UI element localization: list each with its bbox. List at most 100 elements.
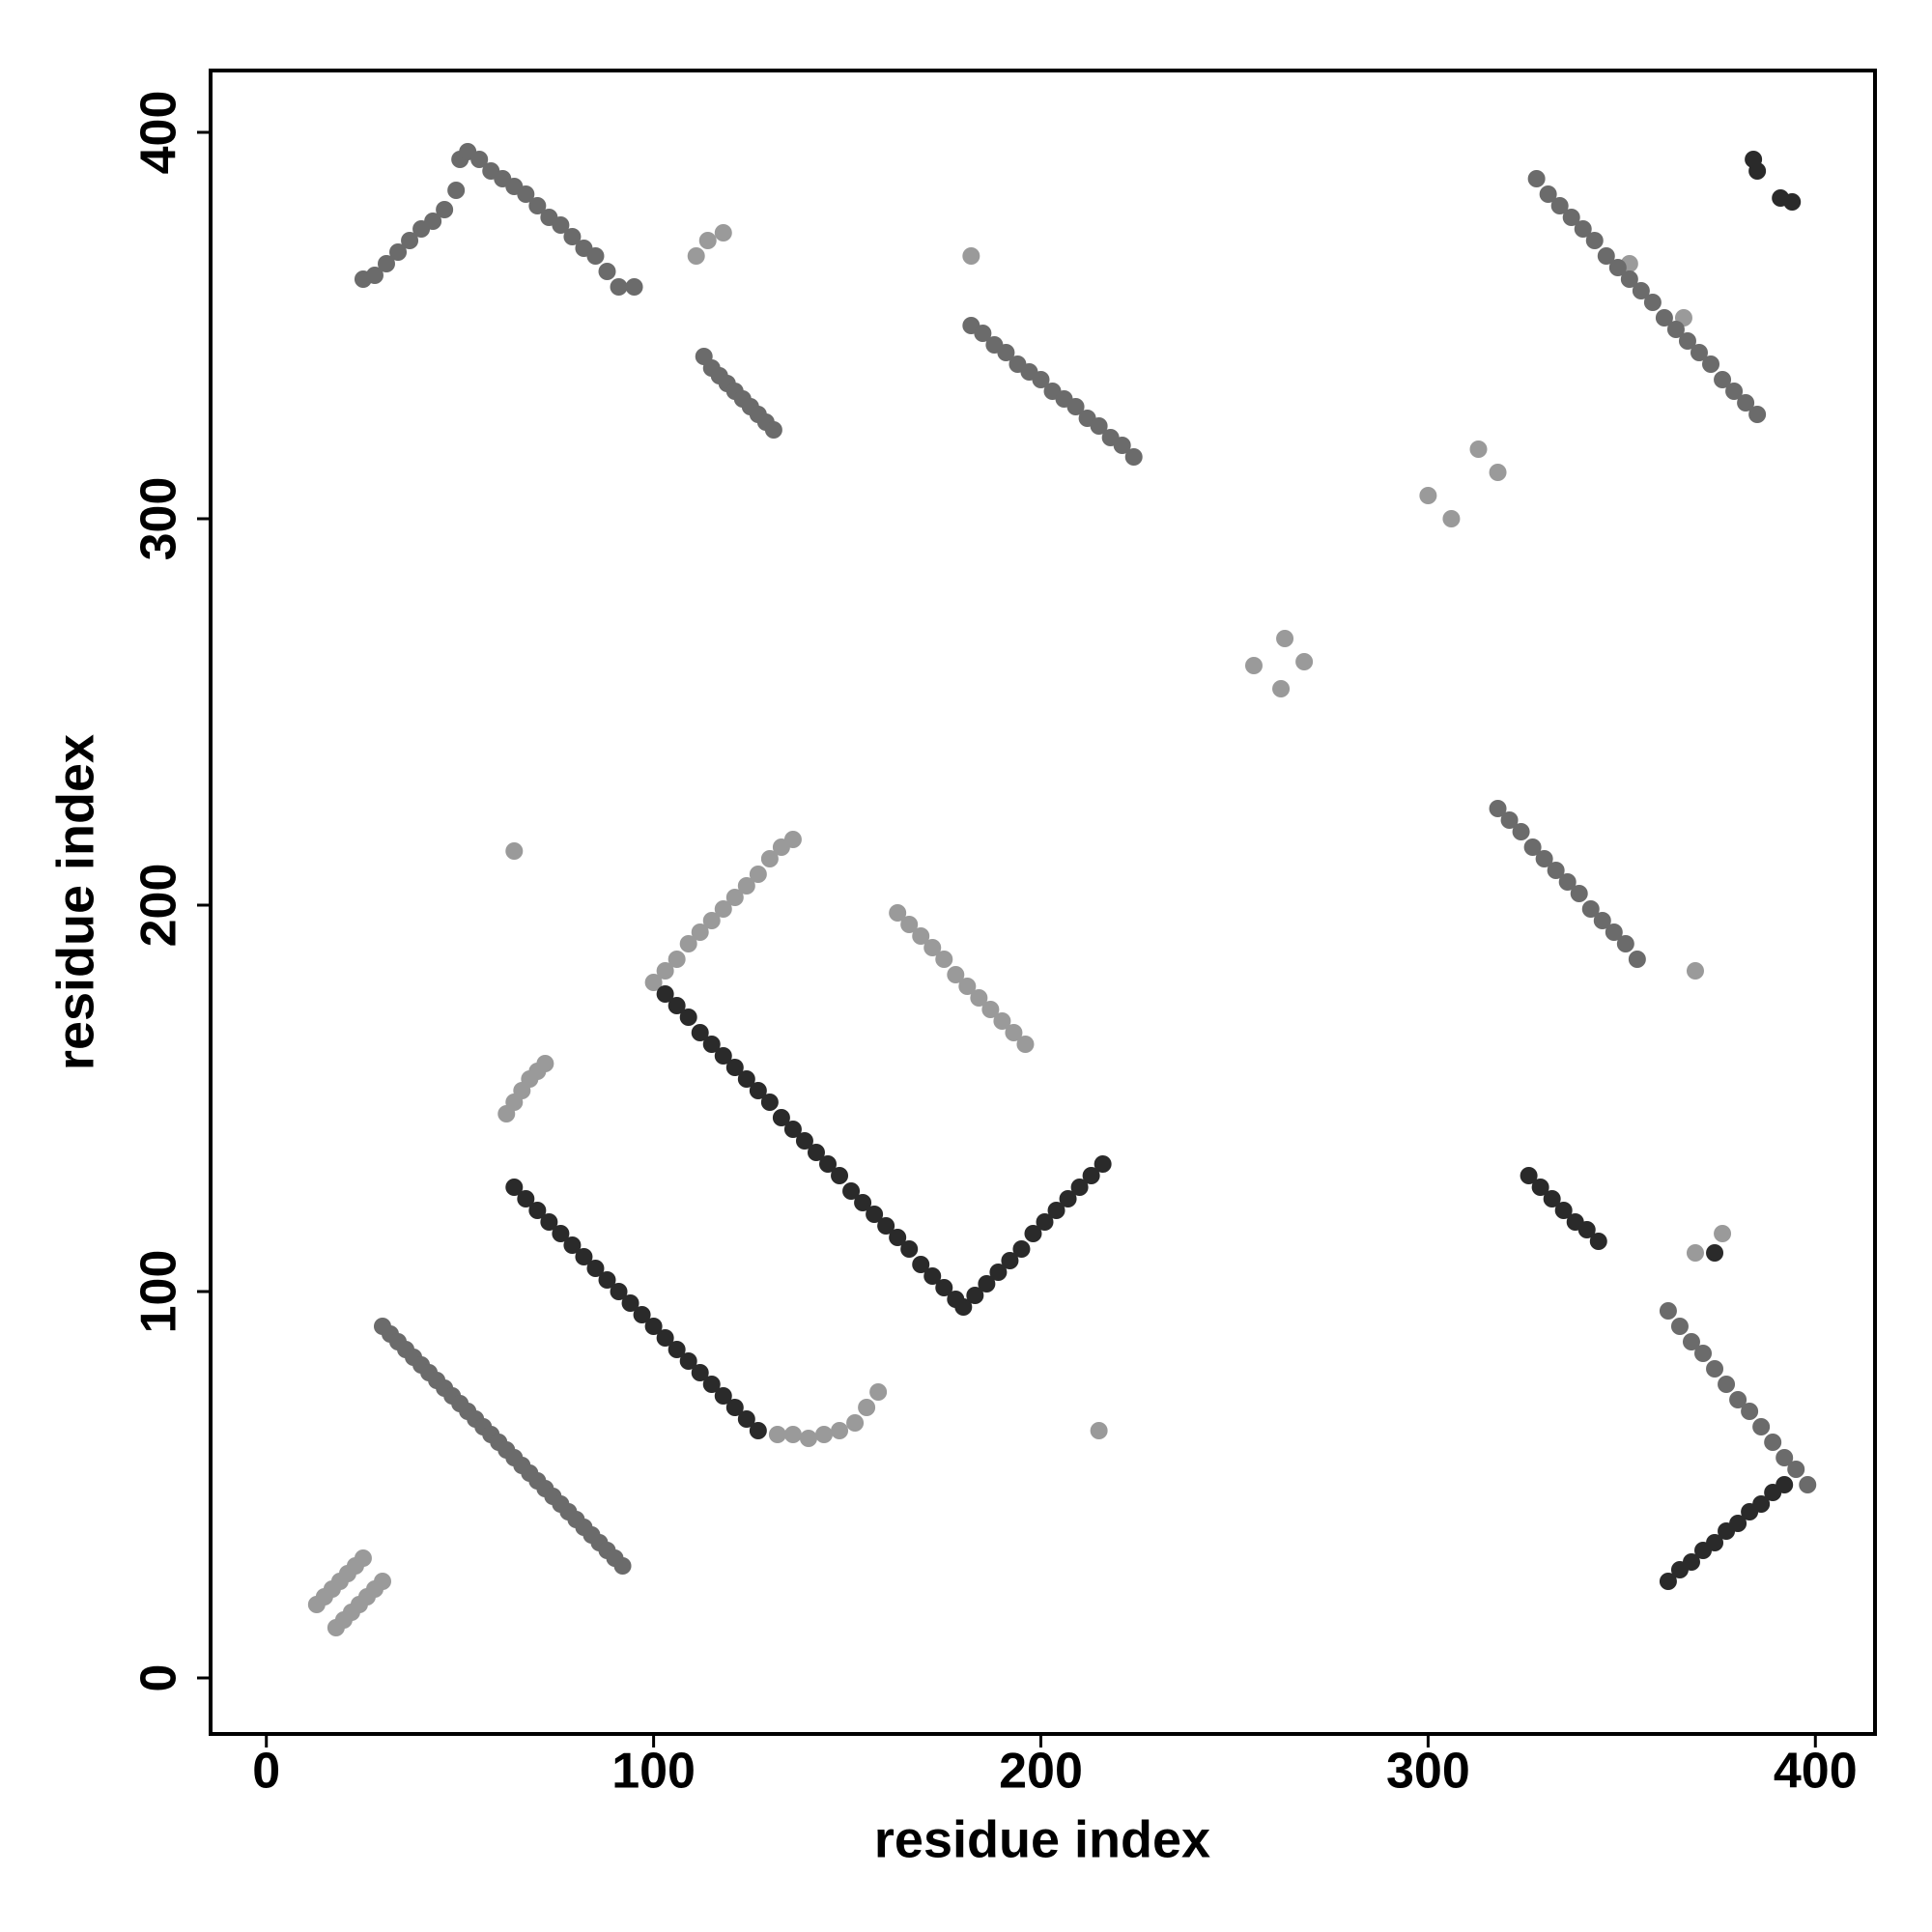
- point: [760, 1094, 779, 1111]
- point: [1032, 371, 1050, 388]
- point: [725, 889, 744, 906]
- point: [900, 1240, 919, 1258]
- point: [1690, 344, 1708, 361]
- point: [656, 962, 674, 980]
- point: [935, 1279, 953, 1296]
- point: [691, 923, 709, 941]
- point: [768, 1426, 786, 1443]
- point: [1550, 197, 1569, 214]
- point: [1531, 1179, 1549, 1196]
- point: [1113, 437, 1131, 454]
- point: [935, 951, 953, 968]
- point: [714, 1047, 732, 1065]
- point: [552, 216, 570, 234]
- point: [563, 1236, 582, 1254]
- point: [505, 1179, 524, 1196]
- point: [1585, 232, 1604, 249]
- x-tick-label: 300: [1386, 1744, 1470, 1800]
- point: [725, 1059, 744, 1076]
- point: [1581, 900, 1600, 918]
- point: [668, 951, 686, 968]
- point: [831, 1422, 849, 1439]
- point: [783, 1426, 802, 1443]
- point: [1066, 398, 1085, 415]
- point: [691, 1364, 709, 1381]
- point: [528, 197, 547, 214]
- x-tick-label: 0: [252, 1744, 280, 1800]
- y-axis-label: residue index: [46, 734, 104, 1070]
- point: [1702, 355, 1720, 373]
- point: [470, 151, 489, 168]
- point: [540, 1213, 558, 1231]
- point: [1659, 1302, 1677, 1320]
- point: [714, 224, 732, 242]
- point: [687, 247, 705, 265]
- point: [1562, 209, 1580, 226]
- point: [1593, 912, 1611, 929]
- point: [962, 247, 980, 265]
- point: [795, 1132, 813, 1150]
- point: [819, 1155, 838, 1173]
- point: [842, 1182, 861, 1200]
- point: [1244, 657, 1263, 674]
- point: [1036, 1213, 1054, 1231]
- point: [1620, 270, 1638, 288]
- point: [877, 1217, 895, 1235]
- point: [1678, 332, 1696, 350]
- point: [1776, 1476, 1794, 1493]
- point: [1419, 487, 1437, 504]
- point: [1714, 371, 1732, 388]
- point: [1764, 1434, 1782, 1451]
- point: [714, 1387, 732, 1405]
- point: [679, 935, 697, 952]
- point: [1686, 962, 1704, 980]
- y-tick-label: 100: [131, 1250, 187, 1334]
- point: [1547, 862, 1565, 879]
- y-tick-label: 200: [131, 864, 187, 948]
- point: [563, 228, 582, 245]
- point: [610, 278, 628, 296]
- point: [970, 989, 988, 1007]
- point: [702, 912, 721, 929]
- point: [691, 1024, 709, 1041]
- point: [373, 1573, 391, 1590]
- point: [989, 1264, 1008, 1281]
- point: [923, 1267, 942, 1285]
- point: [858, 1399, 876, 1416]
- point: [1752, 1418, 1771, 1435]
- point: [737, 1070, 755, 1088]
- point: [1682, 1553, 1700, 1571]
- point: [668, 1341, 686, 1358]
- point: [1748, 162, 1767, 180]
- point: [1047, 1202, 1065, 1219]
- point: [1489, 800, 1507, 817]
- point: [575, 1248, 593, 1265]
- point: [846, 1414, 865, 1432]
- point: [1520, 1167, 1538, 1184]
- point: [1082, 1167, 1100, 1184]
- point: [1001, 1252, 1019, 1269]
- point: [749, 866, 767, 883]
- point: [1012, 1240, 1031, 1258]
- point: [772, 1109, 790, 1126]
- x-tick-label: 100: [611, 1744, 696, 1800]
- point: [401, 232, 419, 249]
- point: [889, 904, 907, 922]
- point: [1295, 653, 1314, 670]
- point: [1729, 1391, 1747, 1408]
- point: [912, 1256, 930, 1273]
- x-tick-label: 400: [1774, 1744, 1858, 1800]
- point: [807, 1144, 825, 1161]
- point: [679, 1352, 697, 1370]
- point: [1574, 220, 1592, 238]
- point: [424, 213, 442, 230]
- point: [517, 185, 535, 203]
- point: [354, 1549, 372, 1567]
- point: [1489, 464, 1507, 481]
- point: [702, 1036, 721, 1053]
- point: [1714, 1225, 1732, 1242]
- point: [1558, 873, 1577, 891]
- point: [947, 966, 965, 983]
- point: [1500, 811, 1519, 829]
- point: [866, 1206, 884, 1223]
